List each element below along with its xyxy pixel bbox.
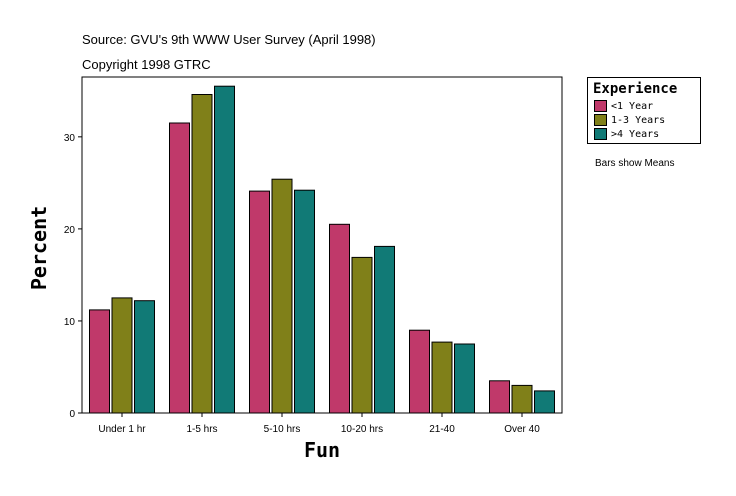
bar [249,190,270,414]
legend-swatch [594,100,607,112]
copyright-caption: Copyright 1998 GTRC [82,57,211,72]
y-tick-label: 20 [64,225,76,236]
bar [169,122,190,414]
legend-title: Experience [593,81,678,97]
legend-swatch [594,128,607,140]
x-tick-label: 5-10 hrs [264,424,301,435]
bar [534,390,555,414]
bar [271,178,293,414]
bar [134,300,155,414]
x-tick-label: Under 1 hr [98,424,146,435]
bar [294,189,315,414]
bar [191,94,213,414]
bar [431,341,453,414]
bar [489,380,510,414]
x-axis-ticks: Under 1 hr 1-5 hrs 5-10 hrs 10-20 hrs 21-40 O… [98,413,540,435]
x-tick-label: 1-5 hrs [186,424,217,435]
x-axis-title: Fun [304,438,340,462]
bar [409,329,430,414]
legend-swatch [594,114,607,126]
bar [351,256,373,414]
plot-area [81,76,563,414]
bar [214,85,235,414]
y-tick-label: 0 [69,409,75,420]
x-tick-label: 10-20 hrs [341,424,383,435]
legend-label: 1-3 Years [611,114,666,126]
legend-label: >4 Years [611,128,660,140]
y-axis-title: Percent [27,206,51,290]
y-tick-label: 30 [64,133,76,144]
bar [111,297,133,414]
legend-item-1-3: 1-3 Years [594,114,665,126]
bars-group [89,85,555,414]
legend-item-lt1: <1 Year [594,100,653,112]
legend-item-gt4: >4 Years [594,128,659,140]
bar [89,309,110,414]
bar [511,384,533,414]
source-caption: Source: GVU's 9th WWW User Survey (April… [82,32,376,47]
x-tick-label: 21-40 [429,424,455,435]
bar [374,245,395,414]
y-tick-label: 10 [64,317,76,328]
bars-note: Bars show Means [595,158,675,169]
legend: Experience <1 Year 1-3 Years >4 Years [587,77,701,144]
y-axis-ticks: 0 10 20 30 [64,133,82,420]
bar [454,343,475,414]
x-tick-label: Over 40 [504,424,540,435]
legend-label: <1 Year [611,100,654,112]
bar [329,223,350,414]
